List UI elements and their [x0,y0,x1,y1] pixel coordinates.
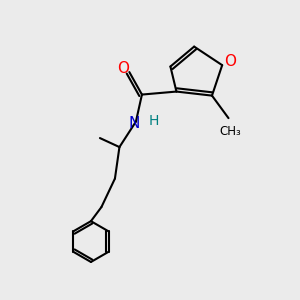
Text: O: O [117,61,129,76]
Text: O: O [225,54,237,69]
Text: H: H [148,114,158,128]
Text: CH₃: CH₃ [219,125,241,138]
Text: N: N [129,116,140,130]
